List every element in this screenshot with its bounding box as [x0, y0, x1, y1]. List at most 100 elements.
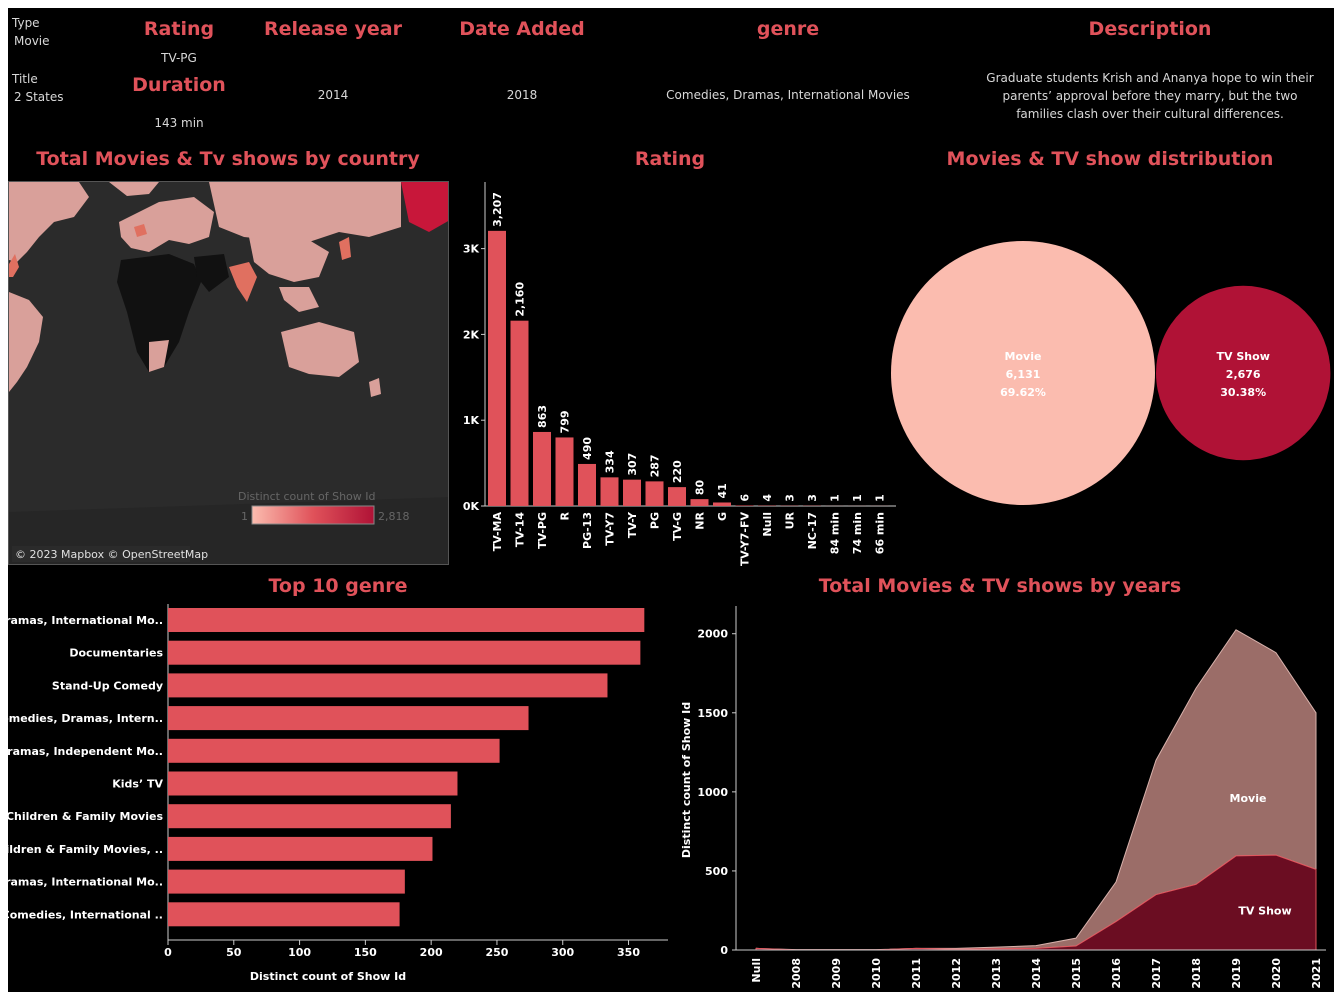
rating-bar [555, 437, 574, 506]
years-x-tick-label: 2013 [990, 958, 1003, 989]
genre-category-label: Dramas, Independent Mo.. [8, 745, 163, 758]
genre-x-tick-label: 350 [617, 946, 640, 959]
years-y-tick-label: 1000 [697, 786, 728, 799]
years-x-tick-label: 2020 [1270, 958, 1283, 989]
rating-category-label: 84 min [829, 512, 842, 554]
rating-bar [600, 477, 619, 506]
rating-category-label: TV-Y7 [604, 512, 617, 546]
land-se-asia [279, 287, 319, 312]
rating-value-label: 3,207 [491, 192, 504, 227]
years-x-tick-label: 2008 [790, 958, 803, 989]
genre-category-label: Comedies, International .. [8, 908, 163, 921]
rating-bar [510, 320, 529, 506]
rating-y-tick-label: 0K [463, 500, 480, 513]
rating-bar [735, 505, 754, 506]
rating-value-label: 1 [851, 494, 864, 502]
world-map[interactable]: Distinct count of Show Id 1 2,818 © 2023… [8, 181, 449, 565]
genre-category-label: Stand-Up Comedy [52, 679, 163, 692]
rating-category-label: UR [784, 511, 797, 529]
tv-show-area [755, 854, 1317, 951]
genre-value: Comedies, Dramas, International Movies [666, 88, 910, 102]
top-genre-title: Top 10 genre [268, 575, 408, 597]
genre-x-axis-title: Distinct count of Show Id [250, 970, 406, 983]
distribution-bubble-chart: Movie 6,131 69.62% TV Show 2,676 30.38% [891, 241, 1331, 505]
title-value: 2 States [14, 90, 64, 104]
years-x-tick-label: 2018 [1190, 958, 1203, 989]
rating-bar [578, 463, 596, 506]
rating-category-label: 74 min [851, 512, 864, 554]
rating-y-tick-label: 1K [463, 414, 480, 427]
genre-bar [168, 771, 458, 796]
years-x-tick-label: 2016 [1110, 958, 1123, 989]
rating-bar [533, 431, 551, 506]
land-greenland [109, 182, 159, 196]
rating-value-label: 3 [806, 494, 819, 502]
land-russia [209, 182, 401, 242]
rating-bar [645, 481, 664, 506]
bubble-percent-label: 30.38% [1220, 386, 1266, 399]
years-x-tick-label: 2010 [870, 958, 883, 989]
rating-value-label: 2,160 [514, 282, 527, 317]
rating-value-label: 490 [581, 437, 594, 460]
land-africa [117, 254, 201, 372]
genre-x-tick-label: 300 [551, 946, 574, 959]
genre-bar [168, 673, 608, 698]
years-y-tick-label: 500 [705, 865, 728, 878]
tv-show-bubble [1156, 285, 1331, 461]
rating-value-label: 287 [649, 454, 662, 477]
rating-chart-title: Rating [634, 148, 706, 170]
land-middle-east [194, 254, 229, 292]
years-x-tick-label: 2019 [1230, 958, 1243, 989]
tv-show-series-label: TV Show [1238, 904, 1291, 917]
rating-value-label: 4 [761, 494, 774, 502]
type-value: Movie [14, 34, 50, 48]
genre-x-tick-label: 0 [164, 946, 172, 959]
rating-bar [668, 487, 686, 506]
land-alaska [401, 182, 448, 232]
genre-bar [168, 608, 645, 632]
genre-bar [168, 640, 641, 665]
rating-value-label: 41 [716, 483, 729, 498]
map-legend-title: Distinct count of Show Id [238, 490, 376, 503]
details-panel: Type Movie Title 2 States Rating TV-PG D… [8, 8, 1334, 142]
years-x-tick-label: Null [750, 958, 763, 983]
rating-bar [623, 479, 641, 506]
genre-x-tick-label: 200 [420, 946, 443, 959]
map-attribution[interactable]: © 2023 Mapbox © OpenStreetMap [15, 548, 208, 561]
rating-category-label: NR [694, 511, 707, 529]
rating-y-tick-label: 3K [463, 243, 480, 256]
map-legend-min: 1 [241, 510, 248, 523]
rating-value-label: 799 [559, 410, 572, 433]
rating-category-label: R [559, 511, 572, 520]
land-new-zealand [369, 378, 381, 397]
rating-category-label: TV-14 [514, 512, 527, 547]
genre-x-tick-label: 250 [485, 946, 508, 959]
rating-category-label: TV-MA [491, 512, 504, 552]
years-x-tick-label: 2014 [1030, 958, 1043, 989]
rating-category-label: TV-PG [536, 512, 549, 549]
title-label: Title [12, 72, 38, 86]
years-x-tick-label: 2017 [1150, 958, 1163, 989]
rating-value-label: 3 [784, 494, 797, 502]
rating-y-tick-label: 2K [463, 328, 480, 341]
bubble-percent-label: 69.62% [1000, 386, 1046, 399]
genre-x-tick-label: 50 [226, 946, 242, 959]
years-title: Total Movies & TV shows by years [818, 575, 1182, 597]
years-y-tick-label: 0 [720, 944, 728, 957]
map-legend-max: 2,818 [378, 510, 410, 523]
rating-category-label: TV-Y7-FV [739, 512, 752, 566]
years-area-chart: 0 500 1000 1500 2000 Null 2008 2009 2010 2011 2012… [680, 606, 1326, 989]
genre-bar [168, 836, 433, 861]
date-added-value: 2018 [506, 88, 538, 102]
years-y-tick-label: 1500 [697, 707, 728, 720]
rating-category-label: PG [649, 512, 662, 529]
genre-category-label: Comedies, Dramas, Intern.. [8, 712, 163, 725]
release-year-header: Release year [263, 18, 402, 40]
type-label: Type [12, 16, 40, 30]
genre-header: genre [756, 18, 820, 40]
bubble-value-label: 2,676 [1226, 368, 1261, 381]
duration-header: Duration [132, 74, 226, 96]
years-x-tick-label: 2009 [830, 958, 843, 989]
land-north-america [9, 182, 89, 262]
map-legend-ramp [251, 505, 375, 525]
